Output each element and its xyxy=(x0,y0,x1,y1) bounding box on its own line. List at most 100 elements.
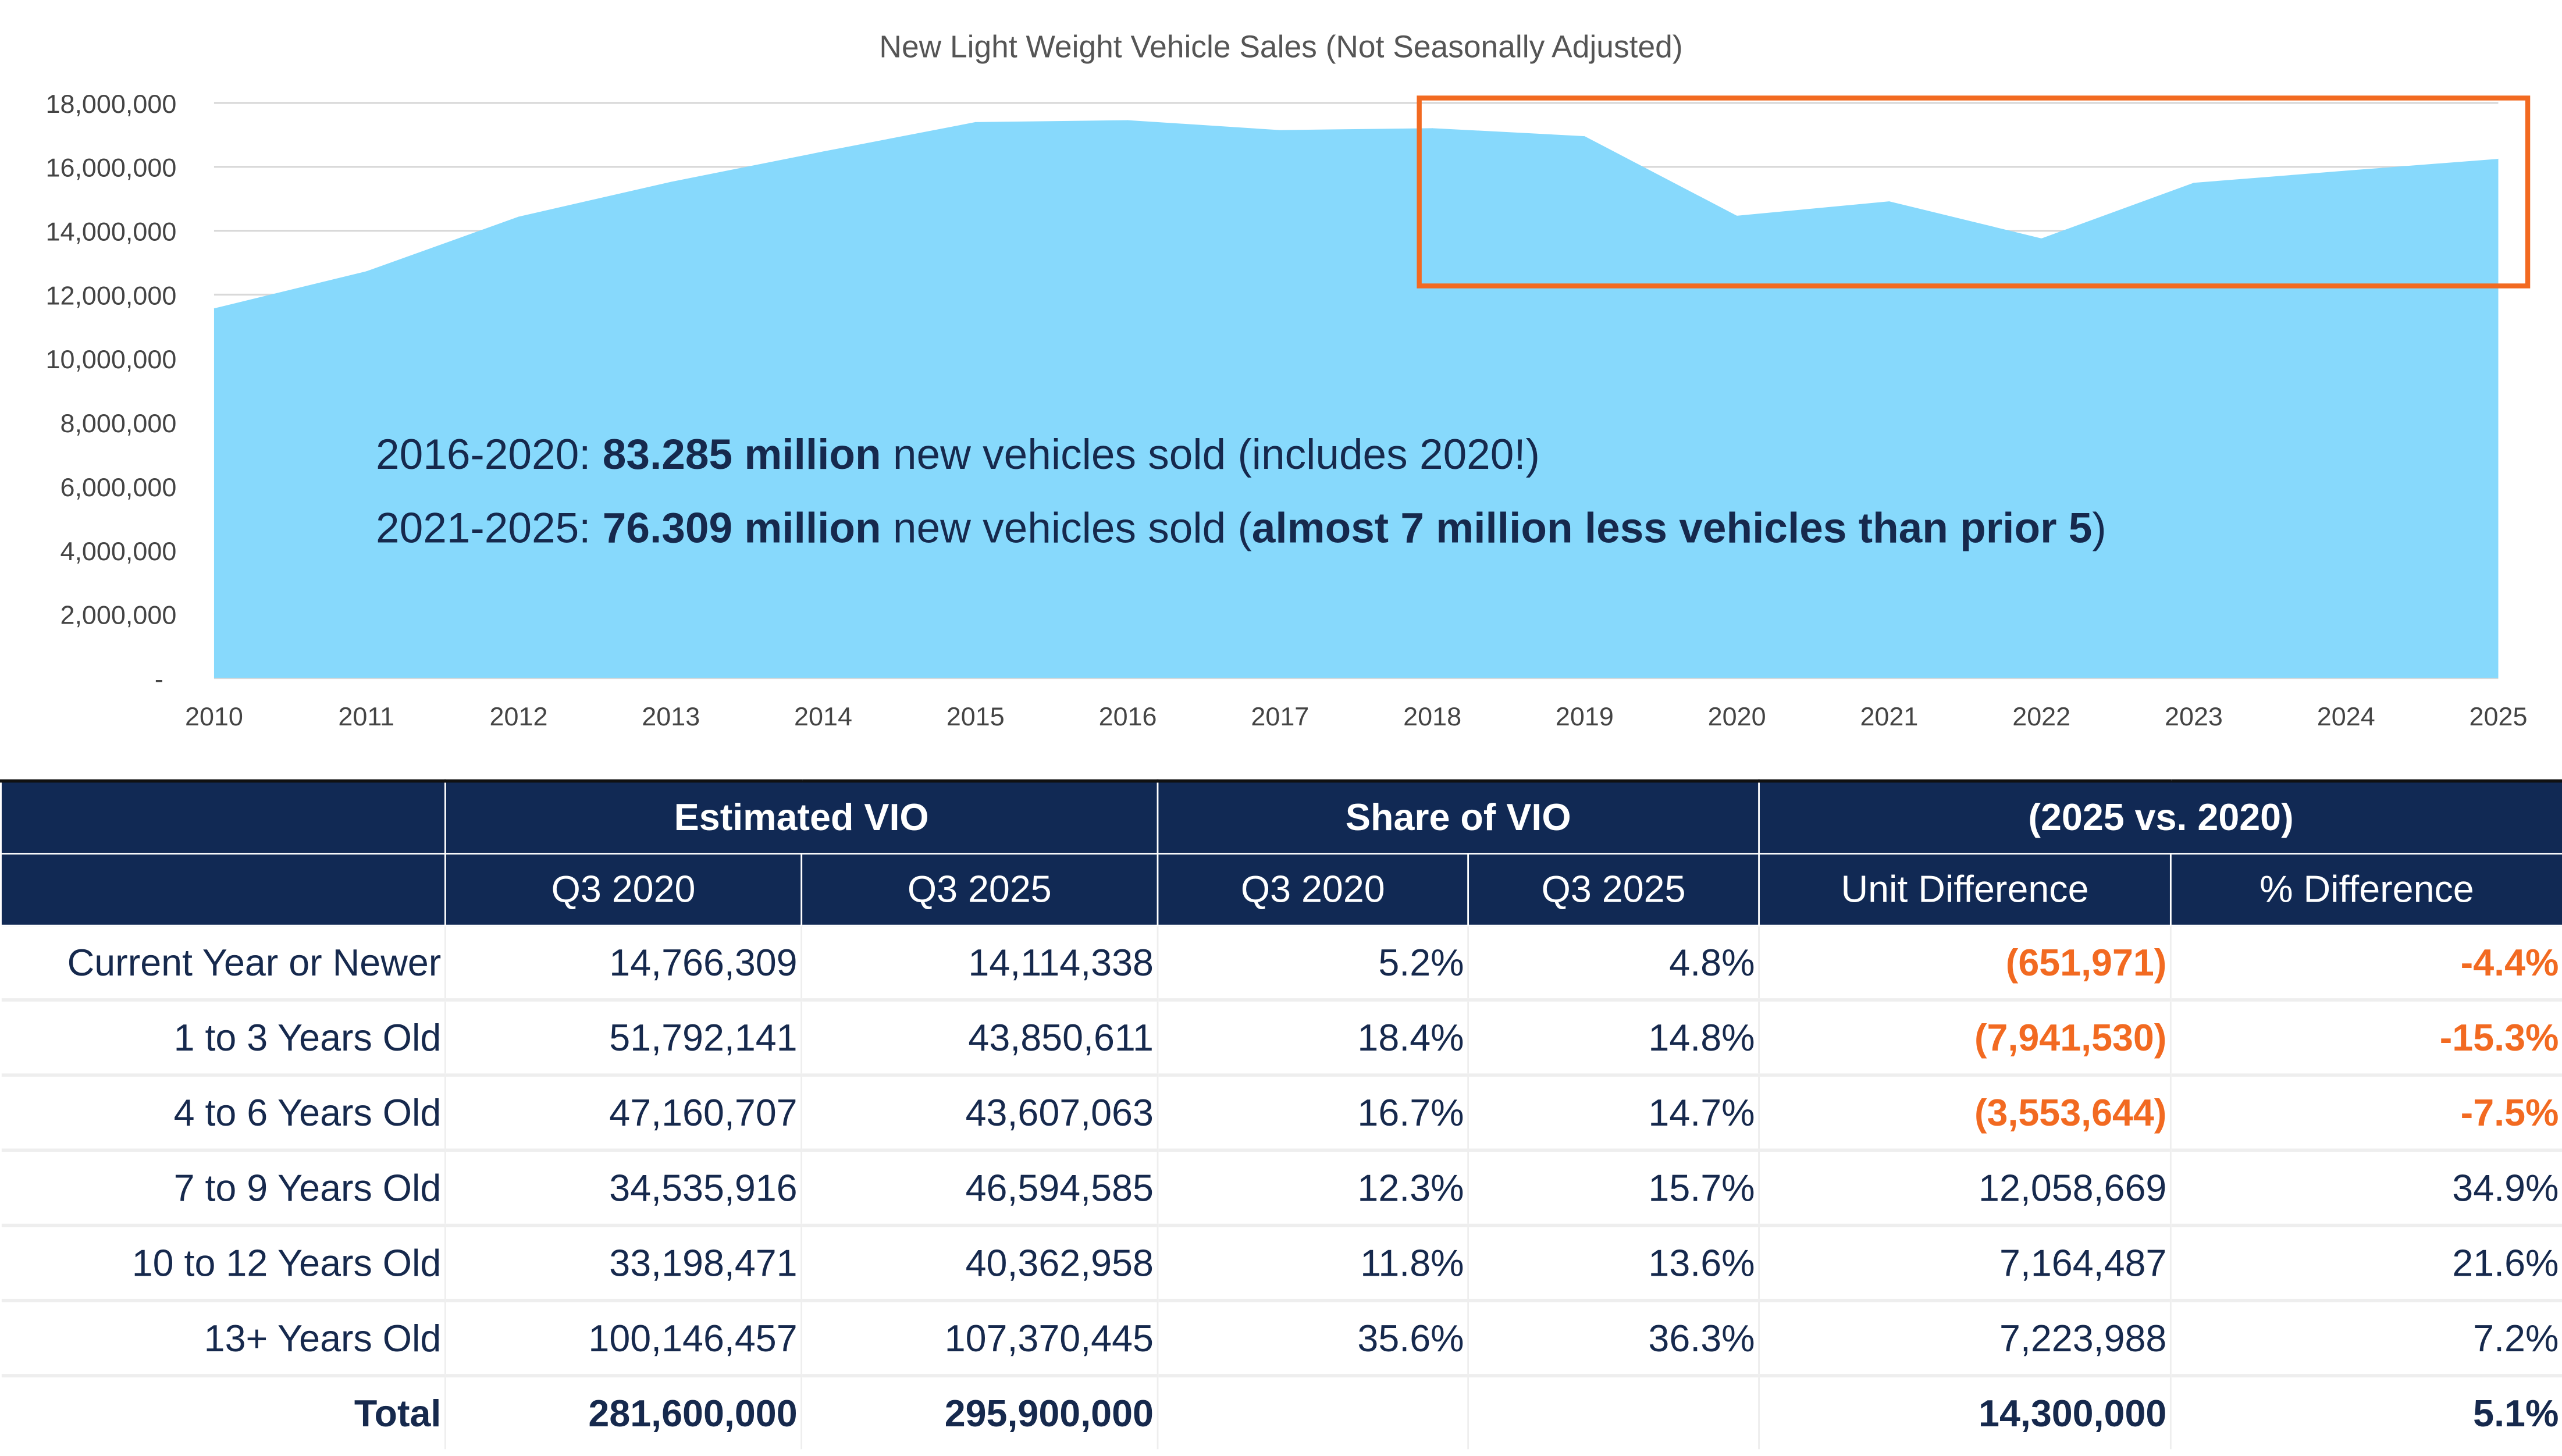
row-label: 4 to 6 Years Old xyxy=(1,1075,446,1152)
group-header-share-of-vio: Share of VIO xyxy=(1157,780,1760,855)
sub-header-cell: Q3 2020 xyxy=(1157,853,1469,927)
x-tick-label: 2025 xyxy=(2470,702,2528,731)
table-cell: 295,900,000 xyxy=(801,1375,1159,1450)
table-row: 13+ Years Old 100,146,457 107,370,445 35.6%… xyxy=(1,1300,2562,1377)
row-label: Current Year or Newer xyxy=(1,925,446,1002)
table-cell: -7.5% xyxy=(2170,1075,2562,1152)
table-cell: 14.7% xyxy=(1468,1075,1760,1152)
group-header-estimated-vio: Estimated VIO xyxy=(444,780,1159,855)
y-tick-label: 4,000,000 xyxy=(60,536,176,566)
table-cell: 14,114,338 xyxy=(801,925,1159,1002)
table-cell: 11.8% xyxy=(1157,1225,1469,1302)
y-tick-label: 18,000,000 xyxy=(45,89,176,119)
data-point-2012 xyxy=(518,216,519,217)
table-cell: 46,594,585 xyxy=(801,1150,1159,1227)
sub-header-row: Q3 2020 Q3 2025 Q3 2020 Q3 2025 Unit Differe… xyxy=(0,853,2562,927)
table-row: 4 to 6 Years Old 47,160,707 43,607,063 16.7… xyxy=(1,1075,2562,1152)
annotation-text: almost 7 million less vehicles than prio… xyxy=(1252,504,2093,551)
total-row: Total 281,600,000 295,900,000 14,300,000 5.1… xyxy=(1,1375,2562,1450)
row-label: 10 to 12 Years Old xyxy=(1,1225,446,1302)
x-tick-label: 2011 xyxy=(338,702,394,731)
table-cell: 7,223,988 xyxy=(1759,1300,2172,1377)
row-label: 1 to 3 Years Old xyxy=(1,999,446,1077)
table-cell: 12,058,669 xyxy=(1759,1150,2172,1227)
table-cell: 34.9% xyxy=(2170,1150,2562,1227)
table-cell: (3,553,644) xyxy=(1759,1075,2172,1152)
table-cell: 281,600,000 xyxy=(445,1375,803,1450)
group-header-empty xyxy=(0,780,446,855)
sub-header-cell: % Difference xyxy=(2169,853,2562,927)
row-label: Total xyxy=(1,1375,446,1450)
x-tick-label: 2012 xyxy=(490,702,548,731)
annotation-text: 2021-2025: xyxy=(376,504,603,551)
table-cell: 14,766,309 xyxy=(445,925,803,1002)
table-cell: 40,362,958 xyxy=(801,1225,1159,1302)
table-row: 1 to 3 Years Old 51,792,141 43,850,611 18.4… xyxy=(1,999,2562,1077)
sub-header-cell: Q3 2020 xyxy=(444,853,803,927)
group-header-row: Estimated VIO Share of VIO (2025 vs. 202… xyxy=(0,780,2562,855)
x-tick-label: 2023 xyxy=(2165,702,2223,731)
y-tick-label: 10,000,000 xyxy=(45,344,176,374)
table-cell xyxy=(1157,1375,1469,1450)
x-tick-label: 2014 xyxy=(794,702,852,731)
y-tick-label: 6,000,000 xyxy=(60,472,176,502)
annotation-text: 83.285 million xyxy=(603,431,881,478)
table-cell: (7,941,530) xyxy=(1759,999,2172,1077)
y-tick-label: 14,000,000 xyxy=(45,217,176,247)
chart-title: New Light Weight Vehicle Sales (Not Seas… xyxy=(879,30,1682,64)
table-cell: 21.6% xyxy=(2170,1225,2562,1302)
table-cell: (651,971) xyxy=(1759,925,2172,1002)
x-tick-label: 2021 xyxy=(1860,702,1918,731)
sub-header-cell: Q3 2025 xyxy=(800,853,1159,927)
x-tick-label: 2022 xyxy=(2012,702,2070,731)
x-tick-label: 2024 xyxy=(2317,702,2375,731)
data-point-2022 xyxy=(2041,238,2042,239)
table-cell: -15.3% xyxy=(2170,999,2562,1077)
sub-header-cell: Unit Difference xyxy=(1758,853,2172,927)
x-tick-label: 2019 xyxy=(1556,702,1614,731)
sub-header-cell xyxy=(0,853,446,927)
data-point-2018 xyxy=(1432,128,1433,129)
annotation-text: ) xyxy=(2092,504,2106,551)
table-cell: 35.6% xyxy=(1157,1300,1469,1377)
group-header-difference: (2025 vs. 2020) xyxy=(1758,780,2562,855)
table-row: 10 to 12 Years Old 33,198,471 40,362,958 11… xyxy=(1,1225,2562,1302)
table-cell: 7,164,487 xyxy=(1759,1225,2172,1302)
sales-area xyxy=(214,120,2499,678)
vehicle-sales-area-chart: New Light Weight Vehicle Sales (Not Seas… xyxy=(45,30,2531,731)
table-cell: 43,607,063 xyxy=(801,1075,1159,1152)
x-tick-label: 2018 xyxy=(1403,702,1461,731)
table-cell: 14,300,000 xyxy=(1759,1375,2172,1450)
table-cell xyxy=(1468,1375,1760,1450)
y-tick-label: 16,000,000 xyxy=(45,153,176,183)
highlight-box xyxy=(1417,95,2531,289)
table-cell: 7.2% xyxy=(2170,1300,2562,1377)
vio-table: Estimated VIO Share of VIO (2025 vs. 202… xyxy=(0,779,2562,1450)
x-tick-label: 2010 xyxy=(185,702,243,731)
table-cell: 47,160,707 xyxy=(445,1075,803,1152)
table-cell: 15.7% xyxy=(1468,1150,1760,1227)
data-point-2021 xyxy=(1889,201,1890,202)
row-label: 7 to 9 Years Old xyxy=(1,1150,446,1227)
x-tick-label: 2020 xyxy=(1708,702,1766,731)
table-cell: 107,370,445 xyxy=(801,1300,1159,1377)
table-row: Current Year or Newer 14,766,309 14,114,33… xyxy=(1,925,2562,1002)
x-tick-label: 2013 xyxy=(642,702,700,731)
annotation-text: 76.309 million xyxy=(603,504,881,551)
table-cell: 43,850,611 xyxy=(801,999,1159,1077)
data-point-2010 xyxy=(214,308,215,309)
annotation-text: new vehicles sold (includes 2020!) xyxy=(881,431,1540,478)
sub-header-cell: Q3 2025 xyxy=(1467,853,1760,927)
y-tick-label: 2,000,000 xyxy=(60,600,176,630)
table-cell: 14.8% xyxy=(1468,999,1760,1077)
annotation-text: new vehicles sold ( xyxy=(881,504,1252,551)
y-tick-label: - xyxy=(155,664,163,693)
annotation-text: 2016-2020: xyxy=(376,431,603,478)
x-tick-label: 2017 xyxy=(1251,702,1309,731)
y-tick-label: 12,000,000 xyxy=(45,280,176,310)
x-tick-label: 2016 xyxy=(1099,702,1157,731)
table-cell: 13.6% xyxy=(1468,1225,1760,1302)
table-cell: 100,146,457 xyxy=(445,1300,803,1377)
annotation-2016-2020: 2016-2020: 83.285 million new vehicles s… xyxy=(376,431,1540,478)
